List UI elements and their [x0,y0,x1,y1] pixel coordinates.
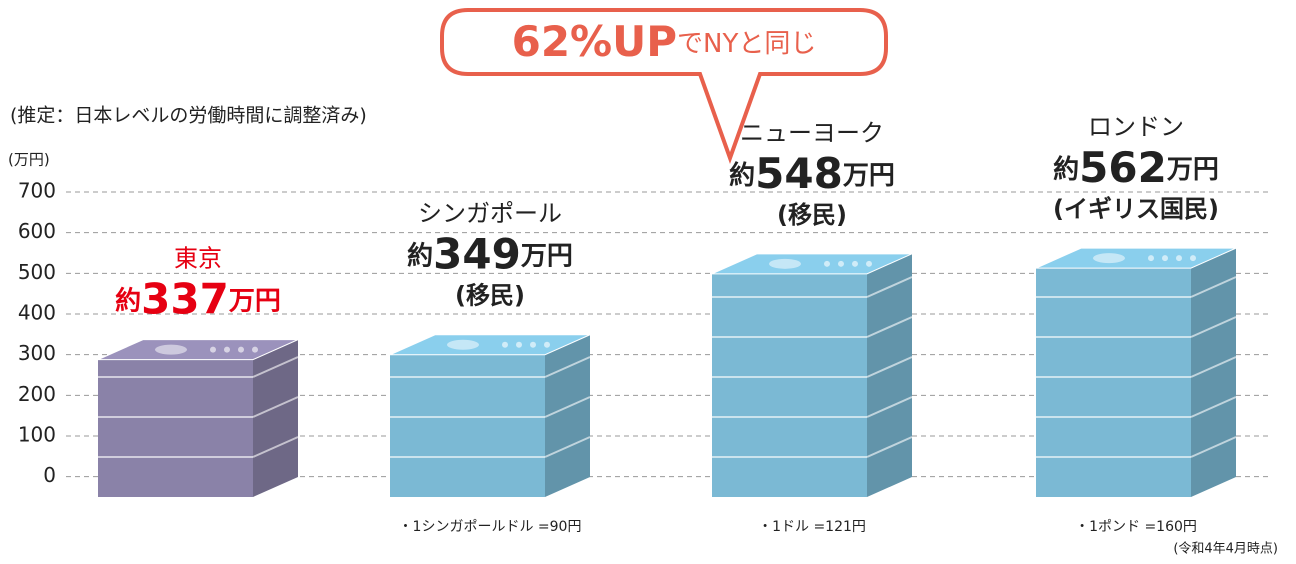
value-label-part: 548 [755,148,843,197]
stack-separator [544,396,591,418]
stack-top [97,339,299,361]
note-decoration [544,341,550,348]
callout-bubble [440,8,888,164]
stack-top [711,253,913,275]
note-decoration [1148,255,1154,262]
bar [98,359,253,497]
value-label: 約349万円 [407,229,573,278]
category-label: ニューヨーク [740,119,884,147]
note-decoration [224,346,230,353]
stack-separator [1190,316,1237,338]
note-decoration [238,346,244,353]
y-tick-label: 300 [18,341,56,365]
sublabel: (移民) [455,282,525,310]
stack-separator [544,436,591,458]
y-tick-label: 600 [18,219,56,243]
y-tick-label: 500 [18,260,56,284]
note: ・1ドル =121円 [758,519,866,535]
sublabel: (イギリス国民) [1053,195,1219,223]
bar [1036,268,1191,497]
note-decoration [530,341,536,348]
note-decoration [866,260,872,267]
stack-separator [252,396,299,418]
note-decoration [852,260,858,267]
bar [390,354,545,497]
value-label-part: 約 [115,285,141,316]
category-label: シンガポール [418,200,562,228]
y-axis-label: (万円) [8,151,50,169]
y-tick-label: 0 [43,463,56,487]
subtitle: (推定：日本レベルの労働時間に調整済み) [10,105,367,127]
stack-separator [866,316,913,338]
value-label: 約562万円 [1053,143,1219,192]
note-decoration [1093,253,1125,264]
value-label-part: 万円 [843,160,895,190]
note-decoration [252,346,258,353]
stack-separator [866,436,913,458]
stack-side [1191,248,1236,497]
value-label: 約337万円 [115,274,281,323]
value-label-part: 約 [407,240,433,271]
stack-separator [252,436,299,458]
stack-separator [252,356,299,378]
value-label-part: 万円 [1167,155,1219,185]
sublabel: (移民) [777,201,847,229]
stack-separator [1190,436,1237,458]
stack-top [1035,247,1237,269]
value-label: 約548万円 [729,148,895,197]
value-label-part: 約 [1053,154,1079,185]
value-label-part: 337 [141,274,229,323]
note: ・1シンガポールドル =90円 [399,519,582,535]
stack-separator [1190,276,1237,298]
note-decoration [769,258,801,269]
note-decoration [502,341,508,348]
callout-highlight: 62%UP [512,17,677,66]
value-label-part: 562 [1079,143,1167,192]
note-decoration [447,339,479,350]
bar [712,273,867,497]
footnote: (令和4年4月時点) [1173,542,1278,557]
stack-side [545,334,590,497]
note-decoration [838,260,844,267]
callout-note: でNYと同じ [677,29,816,59]
value-label-part: 万円 [229,286,281,316]
note-decoration [155,344,187,355]
note-decoration [1190,255,1196,262]
y-tick-label: 200 [18,382,56,406]
note-decoration [824,260,830,267]
category-label: 東京 [174,245,222,273]
stack-separator [866,276,913,298]
stack-side [253,339,298,497]
note-decoration [516,341,522,348]
category-label: ロンドン [1088,113,1184,141]
value-label-part: 万円 [521,241,573,271]
y-tick-label: 700 [18,179,56,203]
stack-separator [1190,396,1237,418]
stack-separator [866,396,913,418]
note-decoration [210,346,216,353]
callout-text: 62%UPでNYと同じ [512,17,817,66]
stack-top [389,334,591,356]
stack-separator [1190,356,1237,378]
stack-separator [866,356,913,378]
stack-separator [544,356,591,378]
note-decoration [1176,255,1182,262]
note-decoration [1162,255,1168,262]
value-label-part: 約 [729,159,755,190]
y-tick-label: 100 [18,423,56,447]
stack-side [867,253,912,497]
y-tick-label: 400 [18,301,56,325]
note: ・1ポンド =160円 [1075,519,1197,535]
value-label-part: 349 [433,229,521,278]
